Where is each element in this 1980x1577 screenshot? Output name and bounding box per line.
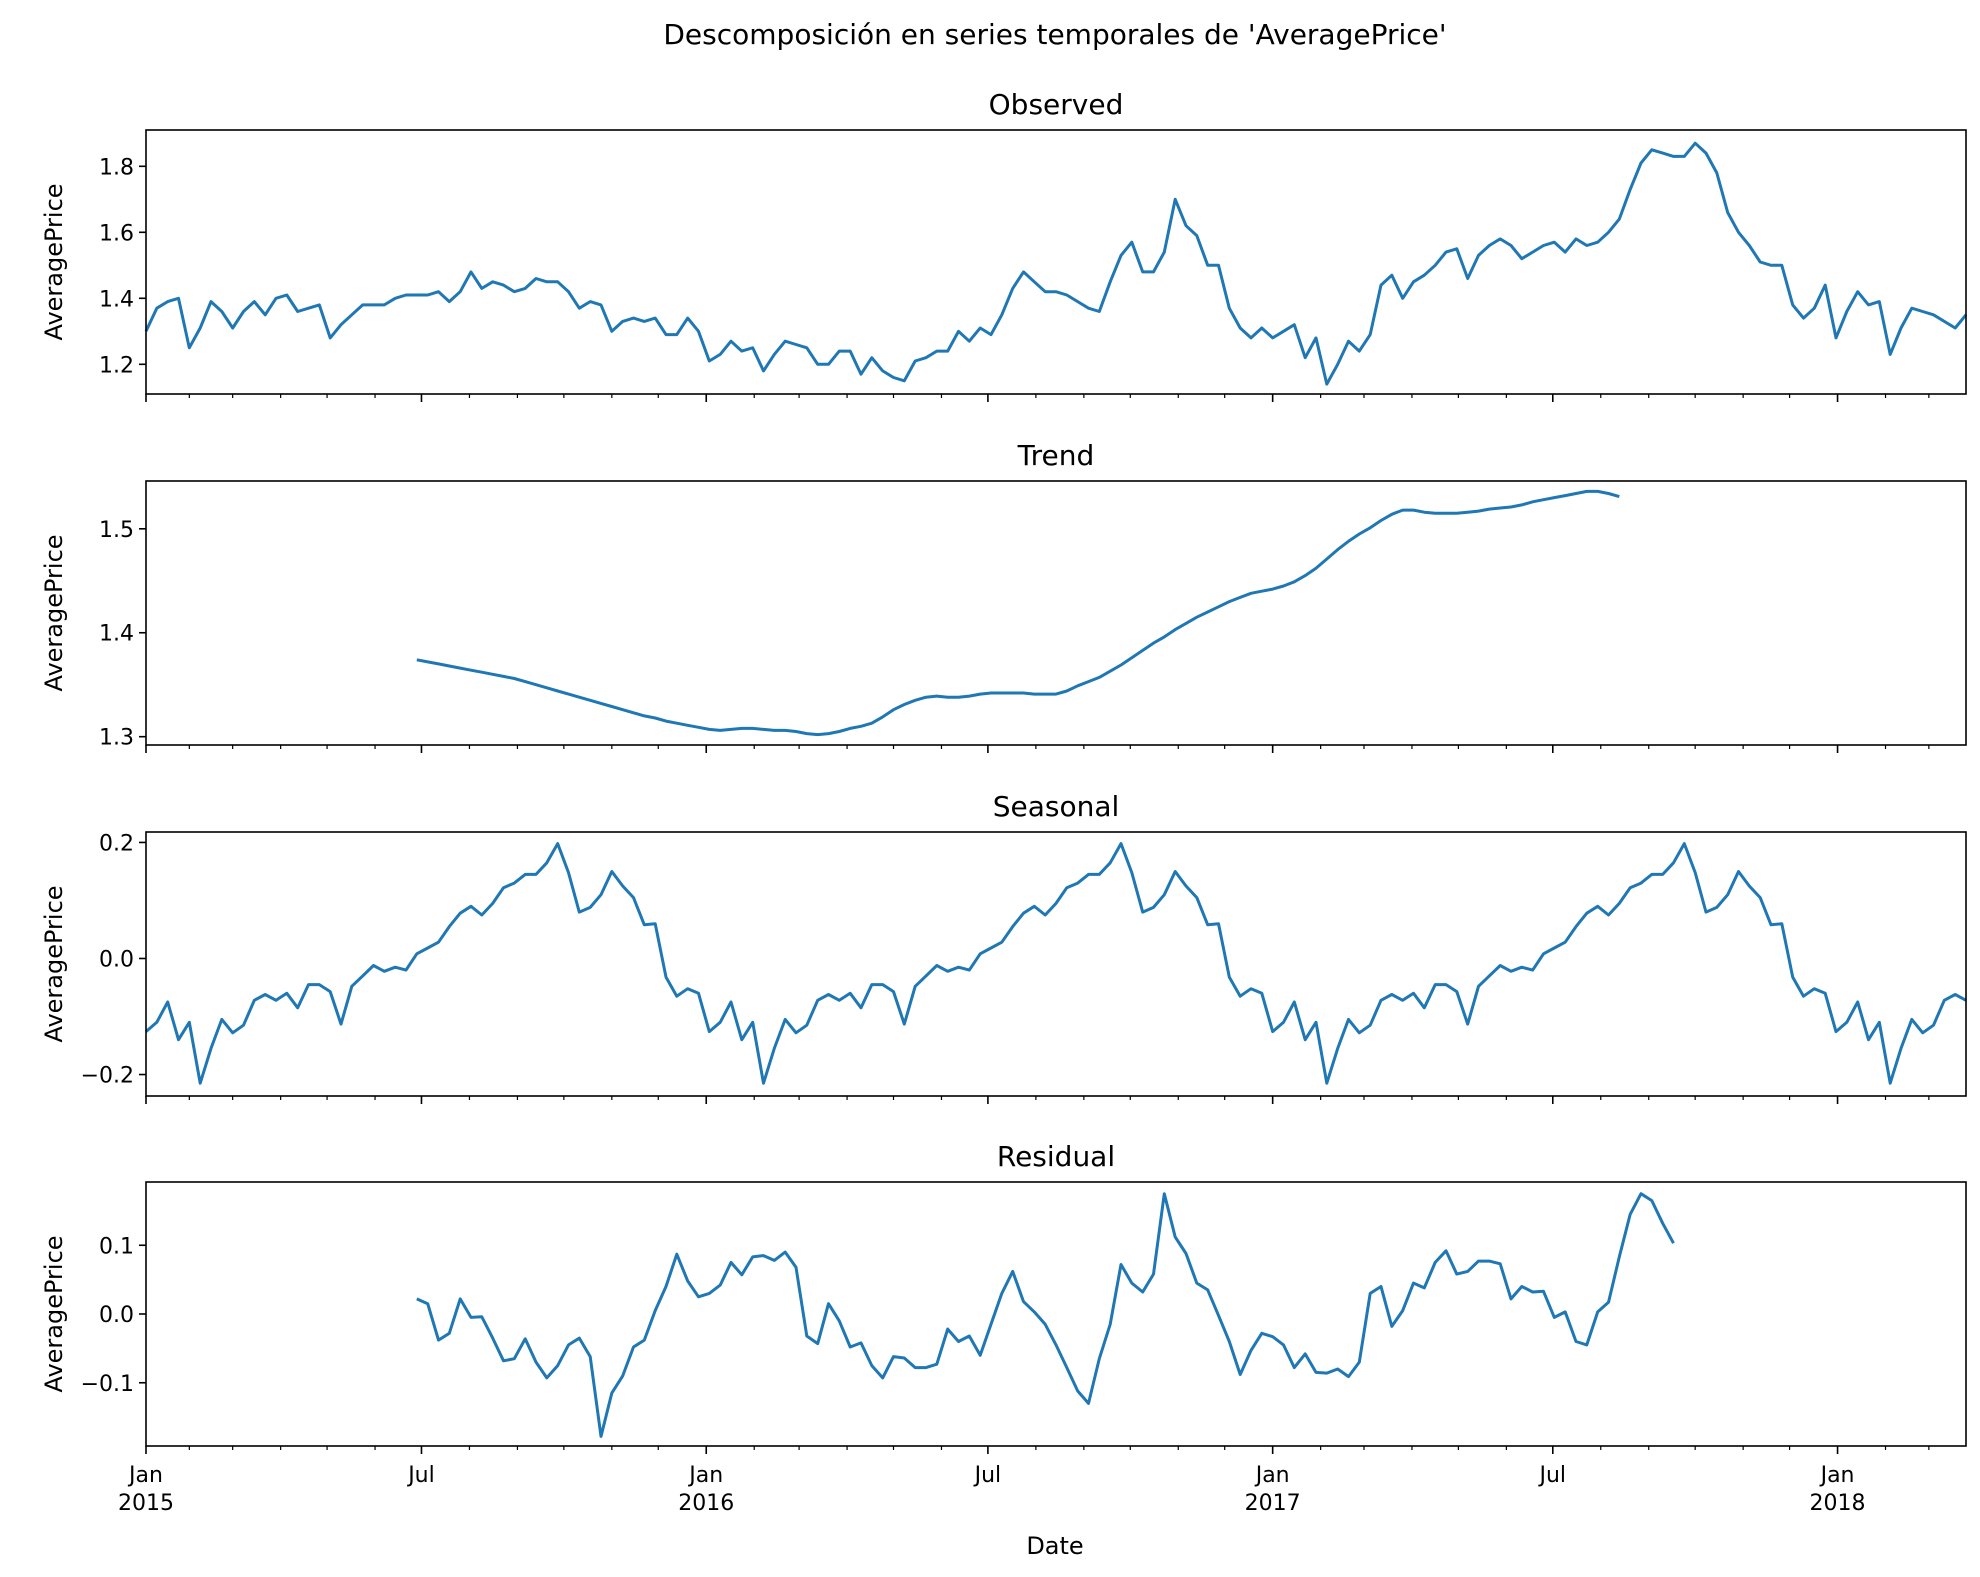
subplot-trend: Trend AveragePrice 1.3 1.4 1.5 — [40, 439, 1967, 753]
plot-frame — [145, 1181, 1967, 1447]
y-tick-label: 0.0 — [99, 1303, 134, 1328]
x-tick-label-year: 2016 — [678, 1491, 734, 1516]
y-tick-label: 1.3 — [99, 726, 134, 751]
plot-frame — [145, 129, 1967, 395]
x-axis-label: Date — [1026, 1532, 1083, 1560]
subplot-title: Seasonal — [993, 790, 1120, 823]
y-tick-label: 1.4 — [99, 287, 134, 312]
y-tick-label: 1.4 — [99, 622, 134, 647]
subplot-title: Observed — [989, 88, 1124, 121]
series-line-seasonal — [145, 842, 1967, 1085]
y-tick-label: 0.2 — [99, 831, 134, 856]
plot-frame — [145, 480, 1967, 746]
subplot-title: Residual — [997, 1140, 1115, 1173]
subplot-seasonal: Seasonal AveragePrice −0.2 0.0 0.2 — [40, 790, 1967, 1104]
subplot-residual: Residual AveragePrice −0.1 0.0 0.1 — [40, 1140, 1967, 1454]
x-tick-label-month: Jul — [973, 1463, 1002, 1488]
plot-frame — [145, 831, 1967, 1097]
subplot-title: Trend — [1017, 439, 1095, 472]
y-tick-label: 1.5 — [99, 518, 134, 543]
x-tick-label-year: 2017 — [1245, 1491, 1301, 1516]
y-axis-label: AveragePrice — [40, 183, 68, 340]
x-tick-label-year: 2015 — [118, 1491, 174, 1516]
x-tick-label-month: Jan — [1254, 1463, 1290, 1488]
y-axis-label: AveragePrice — [40, 885, 68, 1042]
x-tick-label-month: Jul — [1538, 1463, 1567, 1488]
y-tick-label: 0.1 — [99, 1234, 134, 1259]
series-line-observed — [144, 141, 1968, 386]
series-line-trend — [416, 489, 1620, 737]
y-axis-label: AveragePrice — [40, 534, 68, 691]
y-axis-label: AveragePrice — [40, 1235, 68, 1392]
y-tick-label: 0.0 — [99, 947, 134, 972]
shared-x-axis-tick-labels: Jan 2015 Jul Jan 2016 Jul Jan 2017 Jul Jan 2018 — [118, 1463, 1866, 1516]
x-tick-label-month: Jan — [127, 1463, 163, 1488]
y-tick-label: 1.8 — [99, 155, 134, 180]
x-tick-label-month: Jan — [1819, 1463, 1855, 1488]
y-tick-label: −0.1 — [81, 1372, 134, 1397]
x-tick-label-month: Jan — [687, 1463, 723, 1488]
y-tick-label: 1.2 — [99, 353, 134, 378]
y-tick-label: −0.2 — [81, 1064, 134, 1089]
subplot-panels: Observed AveragePrice 1.2 1.4 1.6 1.8 Trend Ave… — [40, 88, 1968, 1454]
figure-suptitle: Descomposición en series temporales de '… — [663, 18, 1446, 51]
x-tick-label-month: Jul — [406, 1463, 435, 1488]
x-tick-label-year: 2018 — [1810, 1491, 1866, 1516]
series-line-residual — [416, 1192, 1675, 1438]
subplot-observed: Observed AveragePrice 1.2 1.4 1.6 1.8 — [40, 88, 1968, 402]
y-tick-label: 1.6 — [99, 221, 134, 246]
